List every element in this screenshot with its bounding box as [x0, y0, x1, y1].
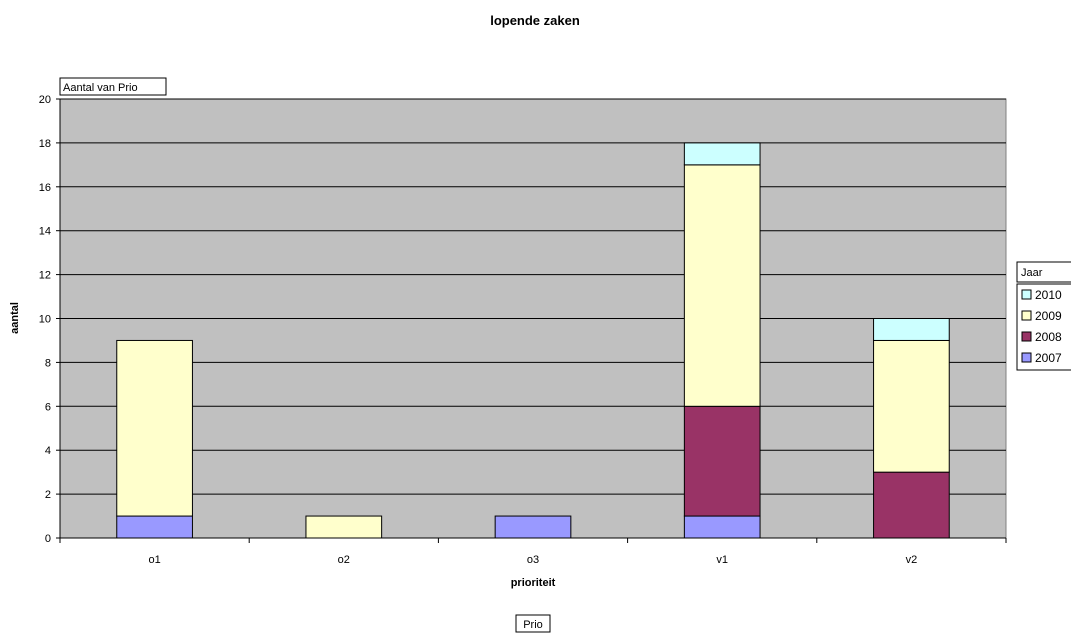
y-tick-label: 14 — [39, 226, 51, 238]
y-tick-label: 20 — [39, 94, 51, 106]
bar-segment-2009-v2[interactable] — [873, 339, 950, 473]
legend-title-box[interactable] — [1016, 261, 1071, 283]
y-tick-label: 12 — [39, 270, 51, 282]
bar-segment-2007-o1[interactable] — [116, 515, 193, 539]
legend-label-2008: 2008 — [1035, 330, 1062, 344]
bars — [116, 142, 950, 539]
y-tick-label: 6 — [45, 401, 51, 413]
x-axis: o1 o2 o3 v1 v2 — [59, 537, 1007, 566]
bar-segment-2008-v2[interactable] — [873, 471, 950, 539]
bar-segment-2009-v1[interactable] — [683, 164, 761, 407]
bar-segment-2009-o1[interactable] — [116, 339, 193, 517]
row-field-button[interactable]: Prio — [515, 614, 551, 633]
y-tick-label: 0 — [45, 533, 51, 545]
bar-segment-2007-o3[interactable] — [494, 515, 572, 539]
legend: Jaar 2010 2009 2008 2007 — [1016, 261, 1071, 371]
row-field-label: Prio — [523, 619, 543, 631]
y-tick-label: 16 — [39, 182, 51, 194]
bar-segment-2007-v1[interactable] — [683, 515, 761, 539]
bar-segment-2009-o2[interactable] — [305, 515, 383, 539]
y-tick-label: 10 — [39, 314, 51, 326]
y-axis-label: aantal — [9, 302, 21, 334]
y-axis: 0 2 4 6 8 10 12 14 16 18 20 — [39, 94, 61, 545]
legend-label-2007: 2007 — [1035, 351, 1062, 365]
legend-swatch-2008 — [1021, 331, 1032, 342]
legend-label-2010: 2010 — [1035, 288, 1062, 302]
bar-segment-2010-v1[interactable] — [683, 142, 761, 166]
legend-swatch-2010 — [1021, 289, 1032, 300]
y-tick-label: 4 — [45, 445, 51, 457]
x-tick-label: o2 — [338, 554, 350, 566]
legend-label-2009: 2009 — [1035, 309, 1062, 323]
legend-swatch-2007 — [1021, 352, 1032, 363]
data-field-label: Aantal van Prio — [63, 82, 138, 94]
x-tick-label: v1 — [716, 554, 728, 566]
x-axis-label: prioriteit — [511, 577, 556, 589]
bar-segment-2010-v2[interactable] — [873, 318, 950, 341]
x-tick-label: o1 — [148, 554, 160, 566]
chart-title: lopende zaken — [490, 13, 580, 28]
data-field-button[interactable]: Aantal van Prio — [59, 77, 167, 96]
y-tick-label: 2 — [45, 489, 51, 501]
y-tick-label: 18 — [39, 138, 51, 150]
bar-segment-2008-v1[interactable] — [683, 405, 761, 517]
x-tick-label: o3 — [527, 554, 539, 566]
legend-title: Jaar — [1021, 267, 1043, 279]
y-tick-label: 8 — [45, 357, 51, 369]
gridlines — [60, 98, 1006, 495]
x-tick-label: v2 — [906, 554, 918, 566]
legend-swatch-2009 — [1021, 310, 1032, 321]
